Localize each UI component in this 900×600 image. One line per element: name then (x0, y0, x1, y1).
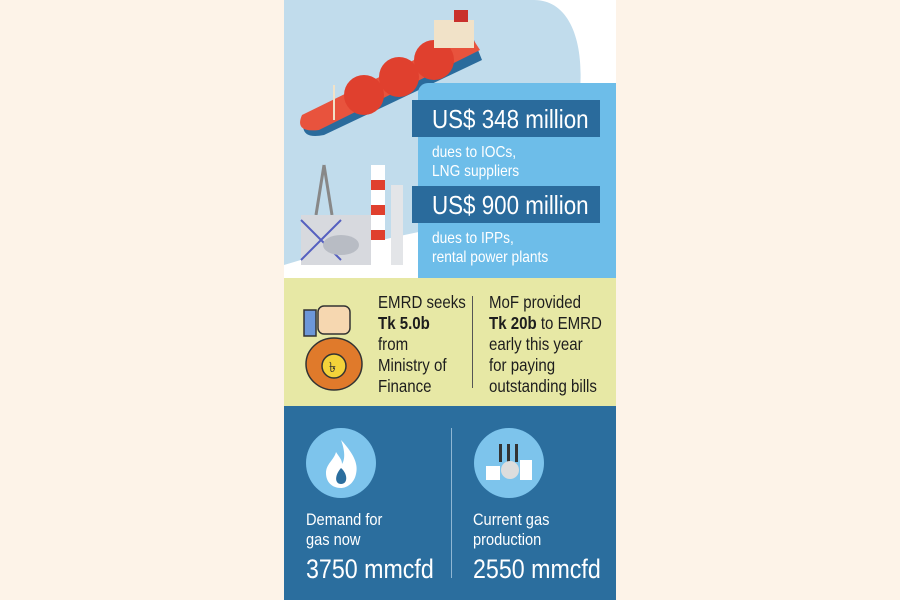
dues-description: dues to IPPs, rental power plants (432, 230, 549, 266)
dues-amount-bar: US$ 348 million (412, 100, 600, 137)
funding-band: ৳ EMRD seeks Tk 5.0b from Ministry of Fi… (284, 278, 616, 406)
dues-description: dues to IOCs, LNG suppliers (432, 144, 520, 180)
gas-band: Demand for gas now 3750 mmcfd Current gas… (284, 406, 616, 600)
svg-text:৳: ৳ (329, 360, 336, 376)
gas-production-value: 2550 mmcfd (473, 554, 601, 584)
emrd-seeks-text: EMRD seeks Tk 5.0b from Ministry of Fina… (378, 292, 466, 396)
lng-tanker-ship-icon (300, 10, 482, 136)
divider (451, 428, 452, 578)
gas-plant-icon (300, 164, 403, 270)
gas-demand-label: Demand for gas now (306, 510, 383, 549)
gas-demand-value: 3750 mmcfd (306, 554, 434, 584)
mof-provided-text: MoF provided Tk 20b to EMRD early this y… (489, 292, 602, 396)
dues-amount: US$ 900 million (432, 190, 589, 220)
dues-amount: US$ 348 million (432, 104, 589, 134)
flame-icon (306, 428, 376, 498)
money-bag-taka-icon: ৳ (303, 305, 363, 391)
infographic: US$ 348 million dues to IOCs, LNG supplie… (284, 0, 616, 600)
factory-icon (474, 428, 544, 498)
divider (472, 296, 473, 388)
gas-production-label: Current gas production (473, 510, 550, 549)
dues-amount-bar: US$ 900 million (412, 186, 600, 223)
